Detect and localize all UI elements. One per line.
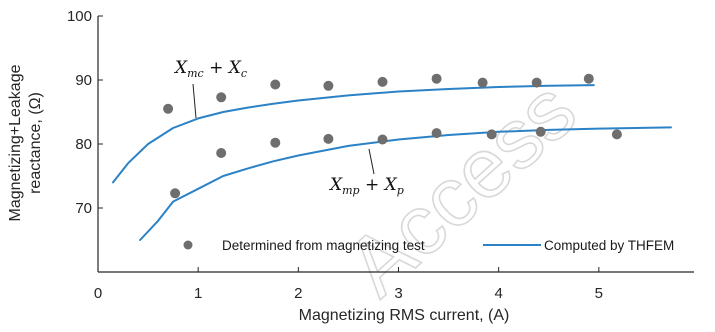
legend: Determined from magnetizing test Compute… bbox=[183, 238, 674, 253]
data-point-lower bbox=[431, 128, 442, 139]
data-point-upper bbox=[583, 73, 594, 84]
annotation-upper-pointer bbox=[192, 83, 197, 119]
series-line-upper bbox=[112, 84, 595, 184]
y-tick-label: 100 bbox=[67, 8, 92, 25]
data-point-upper bbox=[323, 80, 334, 91]
y-tick-label: 90 bbox=[75, 72, 92, 89]
annotation-lower-text: Xmp + Xp bbox=[328, 175, 404, 197]
data-point-lower bbox=[611, 129, 622, 140]
data-point-lower bbox=[377, 134, 388, 145]
data-point-upper bbox=[377, 76, 388, 87]
y-axis-label-line1: Magnetizing+Leakage bbox=[7, 64, 24, 221]
y-tick-label: 70 bbox=[75, 200, 92, 217]
x-tick-label: 3 bbox=[394, 285, 402, 302]
annotation-lower-pointer bbox=[368, 148, 375, 175]
x-tick-label: 1 bbox=[194, 285, 202, 302]
data-point-upper bbox=[477, 77, 488, 88]
legend-label-computed: Computed by THFEM bbox=[544, 238, 674, 253]
data-point-lower bbox=[170, 188, 181, 199]
data-point-lower bbox=[270, 137, 281, 148]
data-point-upper bbox=[531, 77, 542, 88]
y-axis-label-line2: reactance, (Ω) bbox=[27, 92, 44, 194]
series-line-lower bbox=[139, 126, 672, 241]
series-layer bbox=[112, 73, 672, 241]
axes: 70 80 90 100 0 1 2 3 4 5 bbox=[67, 8, 694, 302]
data-point-lower bbox=[323, 133, 334, 144]
legend-label-determined: Determined from magnetizing test bbox=[222, 238, 425, 253]
data-point-lower bbox=[216, 148, 227, 158]
annotation-lower: Xmp + Xp bbox=[328, 148, 404, 197]
data-point-upper bbox=[431, 73, 442, 84]
annotation-upper: Xmc + Xc bbox=[173, 58, 247, 119]
data-point-upper bbox=[270, 79, 281, 90]
x-axis-label: Magnetizing RMS current, (A) bbox=[299, 307, 510, 324]
x-tick-label: 4 bbox=[495, 285, 503, 302]
x-tick-label: 0 bbox=[94, 285, 102, 302]
x-tick-label: 2 bbox=[294, 285, 302, 302]
data-point-lower bbox=[535, 126, 546, 137]
data-point-upper bbox=[163, 103, 174, 114]
legend-marker-determined bbox=[183, 240, 193, 250]
annotation-upper-text: Xmc + Xc bbox=[173, 58, 247, 80]
x-tick-label: 5 bbox=[595, 285, 603, 302]
data-point-lower bbox=[486, 129, 497, 140]
y-tick-label: 80 bbox=[75, 136, 92, 153]
data-point-upper bbox=[216, 92, 227, 103]
